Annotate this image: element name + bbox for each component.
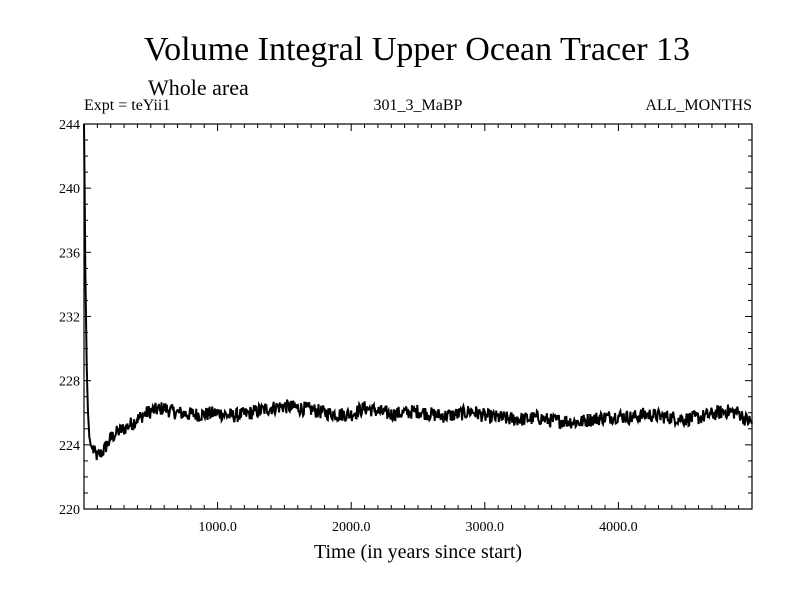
months-label: ALL_MONTHS	[645, 97, 752, 114]
x-axis-label: Time (in years since start)	[314, 541, 522, 563]
x-tick-label: 2000.0	[332, 520, 371, 535]
x-tick-label: 4000.0	[599, 520, 638, 535]
y-axis: 220 224 228 232 236 240 244	[59, 118, 752, 518]
y-tick-label: 232	[59, 311, 80, 326]
chart-subtitle: Whole area	[148, 75, 249, 100]
x-tick-label: 3000.0	[466, 520, 505, 535]
y-tick-label: 220	[59, 503, 80, 518]
plot-frame	[83, 123, 753, 510]
x-tick-label: 1000.0	[198, 520, 237, 535]
expt-label: Expt = teYii1	[84, 97, 170, 114]
y-tick-label: 240	[59, 182, 80, 197]
x-axis: 1000.0 2000.0 3000.0 4000.0	[96, 124, 740, 535]
y-tick-label: 244	[59, 118, 80, 133]
run-label: 301_3_MaBP	[374, 97, 463, 114]
y-tick-label: 236	[59, 246, 80, 261]
series-line	[83, 123, 753, 461]
chart-title: Volume Integral Upper Ocean Tracer 13	[144, 31, 690, 68]
y-tick-label: 224	[59, 439, 80, 454]
y-tick-label: 228	[59, 375, 80, 390]
